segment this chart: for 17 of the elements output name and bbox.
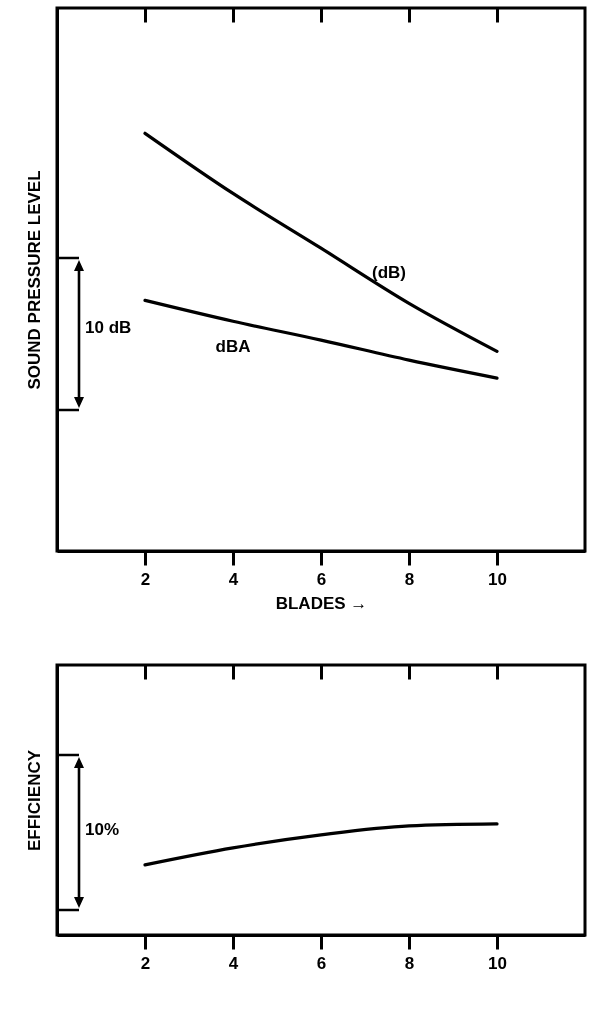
x-tick-label: 8 <box>404 953 415 973</box>
x-tick-label: 2 <box>140 953 151 973</box>
x-tick-label: 6 <box>316 953 327 973</box>
x-tick-label: 6 <box>316 569 327 589</box>
x-tick-label: 10 <box>488 953 507 973</box>
series-label: dBA <box>215 337 251 357</box>
x-axis-title: BLADES → <box>275 593 368 613</box>
annotation: 10 dB <box>85 318 132 337</box>
annotation: 10% <box>85 820 120 839</box>
x-tick-label: 10 <box>488 569 507 589</box>
x-tick-label: 4 <box>228 569 239 589</box>
x-tick-label: 2 <box>140 569 151 589</box>
x-tick-label: 4 <box>228 953 239 973</box>
series-label: (dB) <box>372 263 406 283</box>
x-tick-label: 8 <box>404 569 415 589</box>
y-axis-title: EFFICIENCY <box>24 749 44 852</box>
y-axis-title: SOUND PRESSURE LEVEL <box>24 170 44 390</box>
